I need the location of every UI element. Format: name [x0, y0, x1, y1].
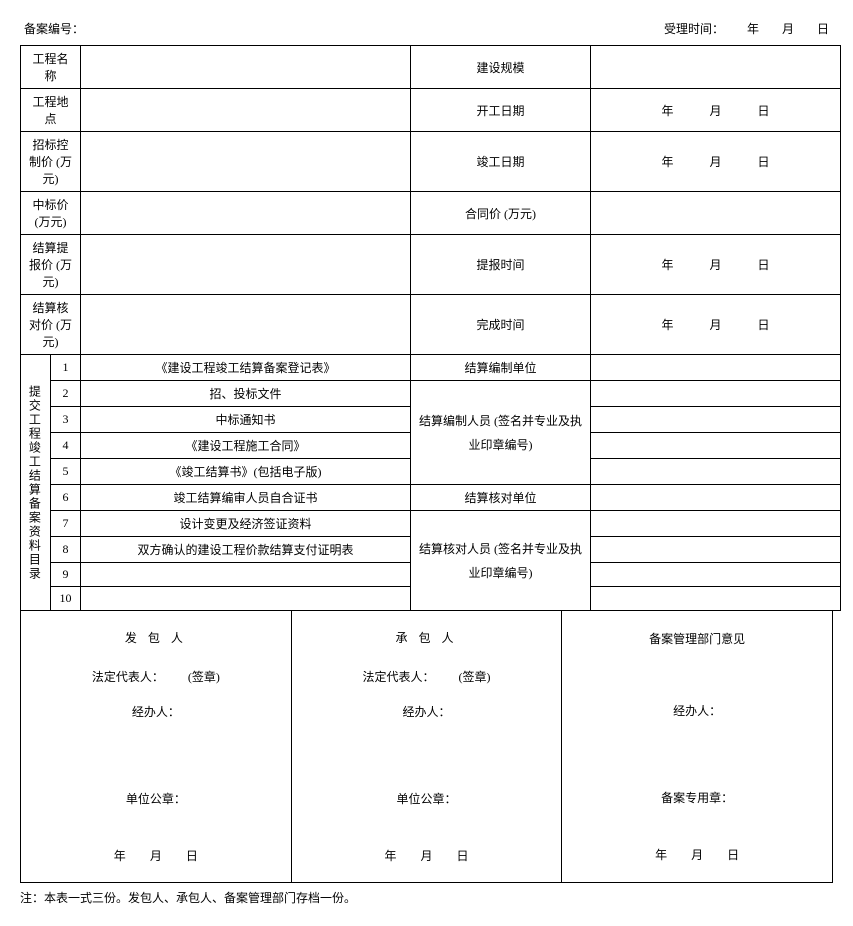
doc-index: 4: [51, 433, 81, 459]
handler-line: 经办人：: [586, 702, 808, 719]
doc-item: 招、投标文件: [81, 381, 411, 407]
doc-index: 5: [51, 459, 81, 485]
label-check-person: 结算核对人员 (签名并专业及执业印章编号): [411, 511, 591, 611]
doc-item: 《竣工结算书》(包括电子版): [81, 459, 411, 485]
doc-index: 9: [51, 563, 81, 587]
label-bid-price: 中标价 (万元): [21, 192, 81, 235]
table-row: 2 招、投标文件 结算编制人员 (签名并专业及执业印章编号): [21, 381, 841, 407]
label-settle-check: 结算核对价 (万元): [21, 295, 81, 355]
value-cell: [81, 295, 411, 355]
label-compile-unit: 结算编制单位: [411, 355, 591, 381]
sig-title: 备案管理部门意见: [586, 630, 808, 647]
doc-index: 10: [51, 587, 81, 611]
signature-table: 发 包 人 法定代表人： (签章) 经办人： 单位公章： 年月日 承 包 人 法…: [20, 611, 833, 883]
value-cell: [591, 587, 841, 611]
table-row: 结算核对价 (万元) 完成时间 年月日: [21, 295, 841, 355]
value-cell: [591, 537, 841, 563]
doc-index: 2: [51, 381, 81, 407]
sig-date: 年月日: [45, 847, 267, 864]
sig-date: 年月日: [586, 846, 808, 863]
doc-item: [81, 587, 411, 611]
sig-date: 年月日: [316, 847, 538, 864]
label-finish-time: 完成时间: [411, 295, 591, 355]
doc-index: 8: [51, 537, 81, 563]
record-no-label: 备案编号：: [24, 20, 84, 37]
table-row: 7 设计变更及经济签证资料 结算核对人员 (签名并专业及执业印章编号): [21, 511, 841, 537]
main-table: 工程名称 建设规模 工程地点 开工日期 年月日 招标控制价 (万元) 竣工日期 …: [20, 45, 841, 611]
doc-index: 1: [51, 355, 81, 381]
value-cell: [81, 132, 411, 192]
table-row: 结算提报价 (万元) 提报时间 年月日: [21, 235, 841, 295]
value-cell: [81, 46, 411, 89]
table-row: 提交工程竣工结算备案资料目录 1 《建设工程竣工结算备案登记表》 结算编制单位: [21, 355, 841, 381]
doc-item: 中标通知书: [81, 407, 411, 433]
label-compile-person: 结算编制人员 (签名并专业及执业印章编号): [411, 381, 591, 485]
table-row: 工程名称 建设规模: [21, 46, 841, 89]
value-cell: [591, 485, 841, 511]
date-cell: 年月日: [591, 235, 841, 295]
label-project-name: 工程名称: [21, 46, 81, 89]
value-cell: [591, 511, 841, 537]
seal-line: 单位公章：: [45, 790, 267, 807]
value-cell: [591, 459, 841, 485]
sig-title: 承 包 人: [316, 629, 538, 646]
label-contract-price: 合同价 (万元): [411, 192, 591, 235]
sig-fbr: 发 包 人 法定代表人： (签章) 经办人： 单位公章： 年月日: [21, 611, 292, 883]
doc-item: [81, 563, 411, 587]
handler-line: 经办人：: [45, 703, 267, 720]
doc-item: 《建设工程竣工结算备案登记表》: [81, 355, 411, 381]
label-bid-ctrl: 招标控制价 (万元): [21, 132, 81, 192]
doc-item: 设计变更及经济签证资料: [81, 511, 411, 537]
label-settle-submit: 结算提报价 (万元): [21, 235, 81, 295]
value-cell: [591, 192, 841, 235]
value-cell: [591, 355, 841, 381]
label-project-loc: 工程地点: [21, 89, 81, 132]
seal-line: 备案专用章：: [586, 789, 808, 806]
sig-cbr: 承 包 人 法定代表人： (签章) 经办人： 单位公章： 年月日: [291, 611, 562, 883]
label-check-unit: 结算核对单位: [411, 485, 591, 511]
value-cell: [81, 89, 411, 132]
doc-item: 竣工结算编审人员自合证书: [81, 485, 411, 511]
doc-item: 《建设工程施工合同》: [81, 433, 411, 459]
docs-vertical-label: 提交工程竣工结算备案资料目录: [21, 355, 51, 611]
value-cell: [591, 563, 841, 587]
doc-index: 7: [51, 511, 81, 537]
table-row: 6 竣工结算编审人员自合证书 结算核对单位: [21, 485, 841, 511]
footnote: 注：本表一式三份。发包人、承包人、备案管理部门存档一份。: [20, 889, 833, 906]
handler-line: 经办人：: [316, 703, 538, 720]
table-row: 招标控制价 (万元) 竣工日期 年月日: [21, 132, 841, 192]
label-complete-date: 竣工日期: [411, 132, 591, 192]
legal-rep-line: [586, 669, 808, 684]
legal-rep-line: 法定代表人： (签章): [316, 668, 538, 685]
doc-index: 3: [51, 407, 81, 433]
label-submit-time: 提报时间: [411, 235, 591, 295]
legal-rep-line: 法定代表人： (签章): [45, 668, 267, 685]
value-cell: [591, 407, 841, 433]
table-row: 工程地点 开工日期 年月日: [21, 89, 841, 132]
seal-line: 单位公章：: [316, 790, 538, 807]
value-cell: [591, 46, 841, 89]
value-cell: [591, 433, 841, 459]
date-cell: 年月日: [591, 295, 841, 355]
sig-dept: 备案管理部门意见 经办人： 备案专用章： 年月日: [562, 611, 833, 883]
label-start-date: 开工日期: [411, 89, 591, 132]
label-scale: 建设规模: [411, 46, 591, 89]
date-cell: 年月日: [591, 132, 841, 192]
date-cell: 年月日: [591, 89, 841, 132]
doc-index: 6: [51, 485, 81, 511]
value-cell: [81, 192, 411, 235]
value-cell: [591, 381, 841, 407]
value-cell: [81, 235, 411, 295]
sig-title: 发 包 人: [45, 629, 267, 646]
accept-time: 受理时间： 年 月 日: [644, 20, 829, 37]
header-row: 备案编号： 受理时间： 年 月 日: [20, 20, 833, 37]
table-row: 中标价 (万元) 合同价 (万元): [21, 192, 841, 235]
doc-item: 双方确认的建设工程价款结算支付证明表: [81, 537, 411, 563]
